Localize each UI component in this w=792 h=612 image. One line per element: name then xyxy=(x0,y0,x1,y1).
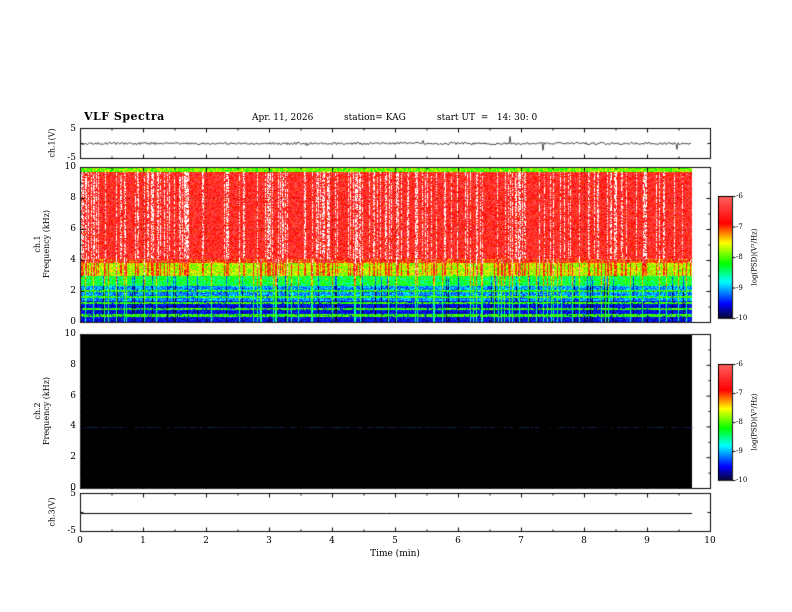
axis-label-line-quantity: Frequency (kHz) xyxy=(42,209,51,279)
colorbar-tick-label: -8 xyxy=(736,253,743,261)
colorbar-tick-label: -9 xyxy=(736,283,743,292)
colorbar-tick-label: -10 xyxy=(736,314,748,322)
station-label: station= KAG xyxy=(344,113,406,123)
ch1-frequency-axis-label: ch.1 Frequency (kHz) xyxy=(33,210,51,278)
ch1-spec-ytick-label: 10 xyxy=(64,162,76,172)
ch1-spec-ytick-label: 2 xyxy=(70,286,76,296)
colorbar-tick-label: -7 xyxy=(736,222,743,231)
time-axis-title: Time (min) xyxy=(370,549,420,559)
start-ut-label: start UT = 14: 30: 0 xyxy=(437,113,538,123)
x-tick-label: 10 xyxy=(704,536,716,546)
x-tick-label: 0 xyxy=(77,536,83,546)
colorbar-tick-label: -9 xyxy=(736,447,743,455)
axis-label-line-quantity: Frequency (kHz) xyxy=(42,376,51,446)
colorbar-tick-label: -6 xyxy=(736,360,743,368)
x-tick-label: 2 xyxy=(203,536,209,546)
ch3-wave-top-tick-label: 5 xyxy=(70,489,76,499)
ch1-spec-ytick-label: 4 xyxy=(70,255,76,265)
ch2-spec-ytick-label: 2 xyxy=(70,452,76,463)
x-tick-label: 8 xyxy=(581,536,587,546)
ch2-spec-ytick-label: 0 xyxy=(70,483,76,493)
ch2-spec-ytick-label: 6 xyxy=(70,390,76,401)
x-tick-label: 3 xyxy=(266,536,272,546)
ch2-frequency-axis-label: ch.2 Frequency (kHz) xyxy=(33,377,51,445)
ch3-voltage-axis-label: ch.3(V) xyxy=(47,497,57,527)
colorbar-2-label: log(PSD)(V²/Hz) xyxy=(750,393,759,451)
ch1-wave-bottom-tick-label: -5 xyxy=(67,153,76,163)
ch1-wave-top-tick-label: 5 xyxy=(70,124,76,134)
x-tick-label: 5 xyxy=(392,536,398,546)
colorbar-1-label: log(PSD)(V²/Hz) xyxy=(750,228,759,286)
x-tick-label: 4 xyxy=(329,536,335,546)
ch2-spec-ytick-label: 10 xyxy=(64,329,76,339)
colorbar-tick-label: -8 xyxy=(736,418,743,426)
axis-label-line-channel: ch.1 xyxy=(33,235,42,253)
ch1-spec-ytick-label: 0 xyxy=(70,317,76,327)
ch1-spec-ytick-label: 6 xyxy=(70,224,76,234)
ch1-spec-ytick-label: 8 xyxy=(70,193,76,203)
colorbar-tick-label: -7 xyxy=(736,389,743,397)
ch2-spec-ytick-label: 4 xyxy=(70,421,76,432)
ch2-spec-ytick-label: 8 xyxy=(70,359,76,370)
colorbar-tick-label: -10 xyxy=(736,476,748,484)
colorbar-tick-label: -6 xyxy=(736,192,743,200)
x-tick-label: 1 xyxy=(140,536,146,546)
figure-title: VLF Spectra xyxy=(84,110,165,123)
axis-label-line-channel: ch.2 xyxy=(33,402,42,420)
x-tick-label: 7 xyxy=(518,536,524,546)
date-label: Apr. 11, 2026 xyxy=(252,113,314,123)
x-tick-label: 6 xyxy=(455,536,461,546)
ch3-wave-bottom-tick-label: -5 xyxy=(67,526,76,536)
x-tick-label: 9 xyxy=(644,536,650,546)
